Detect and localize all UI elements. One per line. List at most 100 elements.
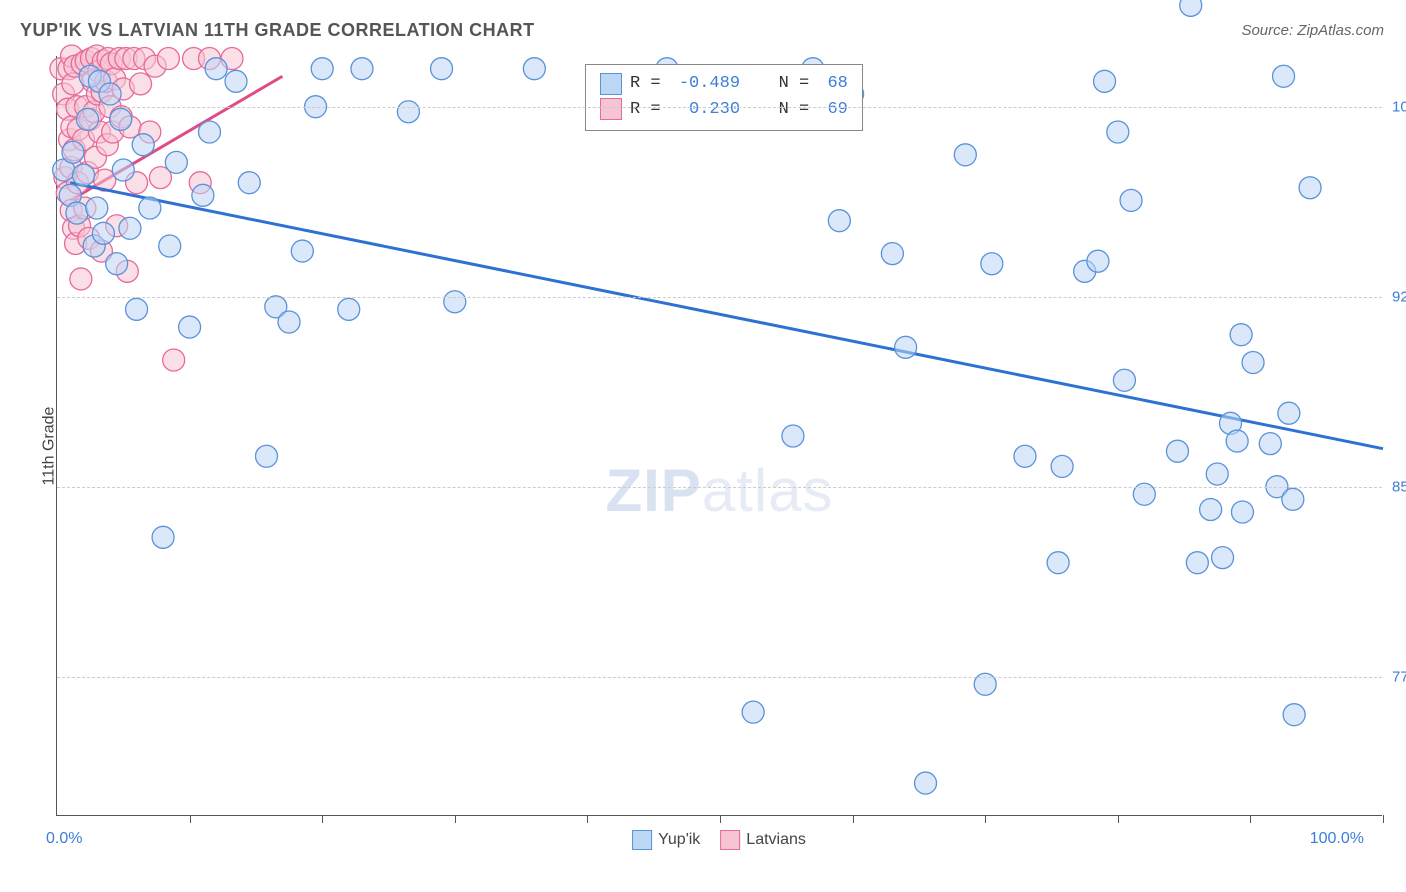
x-axis-max-label: 100.0%	[1310, 830, 1364, 848]
data-point	[782, 425, 804, 447]
y-tick-label: 77.5%	[1392, 668, 1406, 685]
series-label: Yup'ik	[658, 831, 700, 848]
chart-title: YUP'IK VS LATVIAN 11TH GRADE CORRELATION…	[20, 20, 535, 41]
data-point	[106, 253, 128, 275]
legend-row: R = -0.489 N = 68	[600, 71, 848, 97]
data-point	[86, 197, 108, 219]
data-point	[444, 291, 466, 313]
data-point	[256, 445, 278, 467]
legend-n-value: 69	[827, 97, 847, 123]
data-point	[99, 83, 121, 105]
trend-line	[70, 183, 1383, 449]
legend-r-value: 0.230	[679, 97, 740, 123]
data-point	[1087, 250, 1109, 272]
legend-row: R = 0.230 N = 69	[600, 97, 848, 123]
x-axis-labels: 0.0% Yup'ikLatvians 100.0%	[56, 830, 1382, 860]
data-point	[431, 58, 453, 80]
data-point	[311, 58, 333, 80]
data-point	[110, 108, 132, 130]
data-point	[119, 217, 141, 239]
data-point	[163, 349, 185, 371]
data-point	[130, 73, 152, 95]
x-tick	[1250, 815, 1251, 823]
data-point	[157, 48, 179, 70]
data-point	[895, 336, 917, 358]
series-legend-item: Latvians	[720, 830, 806, 850]
data-point	[1282, 488, 1304, 510]
data-point	[1120, 189, 1142, 211]
data-point	[1206, 463, 1228, 485]
series-legend-item: Yup'ik	[632, 830, 700, 850]
legend-n-label: N =	[748, 97, 819, 123]
x-tick	[455, 815, 456, 823]
y-tick-label: 100.0%	[1392, 98, 1406, 115]
data-point	[1273, 65, 1295, 87]
data-point	[1231, 501, 1253, 523]
data-point	[132, 134, 154, 156]
x-tick	[720, 815, 721, 823]
source-attr: Source: ZipAtlas.com	[1241, 22, 1384, 39]
data-point	[73, 164, 95, 186]
legend-r-label: R =	[630, 97, 671, 123]
series-legend: Yup'ik Latvians	[632, 830, 806, 850]
data-point	[1047, 552, 1069, 574]
data-point	[1014, 445, 1036, 467]
data-point	[139, 197, 161, 219]
x-tick	[985, 815, 986, 823]
legend-swatch	[600, 98, 622, 120]
data-point	[1094, 70, 1116, 92]
series-swatch	[632, 830, 652, 850]
gridline	[57, 297, 1382, 298]
x-tick	[1383, 815, 1384, 823]
y-tick-label: 85.0%	[1392, 478, 1406, 495]
data-point	[225, 70, 247, 92]
data-point	[351, 58, 373, 80]
x-axis-min-label: 0.0%	[46, 830, 82, 848]
data-point	[1166, 440, 1188, 462]
data-point	[62, 141, 84, 163]
data-point	[291, 240, 313, 262]
data-point	[1259, 433, 1281, 455]
gridline	[57, 677, 1382, 678]
legend-r-label: R =	[630, 71, 671, 97]
gridline	[57, 487, 1382, 488]
scatter-plot-svg	[57, 56, 1382, 815]
x-tick	[322, 815, 323, 823]
data-point	[1226, 430, 1248, 452]
series-swatch	[720, 830, 740, 850]
legend-r-value: -0.489	[679, 71, 740, 97]
data-point	[1242, 352, 1264, 374]
data-point	[278, 311, 300, 333]
gridline	[57, 107, 1382, 108]
y-tick-label: 92.5%	[1392, 288, 1406, 305]
legend-swatch	[600, 73, 622, 95]
data-point	[1283, 704, 1305, 726]
data-point	[126, 298, 148, 320]
series-label: Latvians	[746, 831, 806, 848]
data-point	[66, 202, 88, 224]
data-point	[397, 101, 419, 123]
data-point	[338, 298, 360, 320]
data-point	[165, 151, 187, 173]
data-point	[76, 108, 98, 130]
data-point	[954, 144, 976, 166]
data-point	[70, 268, 92, 290]
data-point	[152, 526, 174, 548]
data-point	[159, 235, 181, 257]
data-point	[1107, 121, 1129, 143]
correlation-legend: R = -0.489 N = 68R = 0.230 N = 69	[585, 64, 863, 131]
x-tick	[190, 815, 191, 823]
legend-n-value: 68	[827, 71, 847, 97]
data-point	[1051, 455, 1073, 477]
data-point	[92, 222, 114, 244]
data-point	[1113, 369, 1135, 391]
data-point	[742, 701, 764, 723]
data-point	[828, 210, 850, 232]
data-point	[112, 159, 134, 181]
data-point	[981, 253, 1003, 275]
data-point	[192, 184, 214, 206]
data-point	[881, 243, 903, 265]
x-tick	[853, 815, 854, 823]
data-point	[1230, 324, 1252, 346]
x-tick	[587, 815, 588, 823]
